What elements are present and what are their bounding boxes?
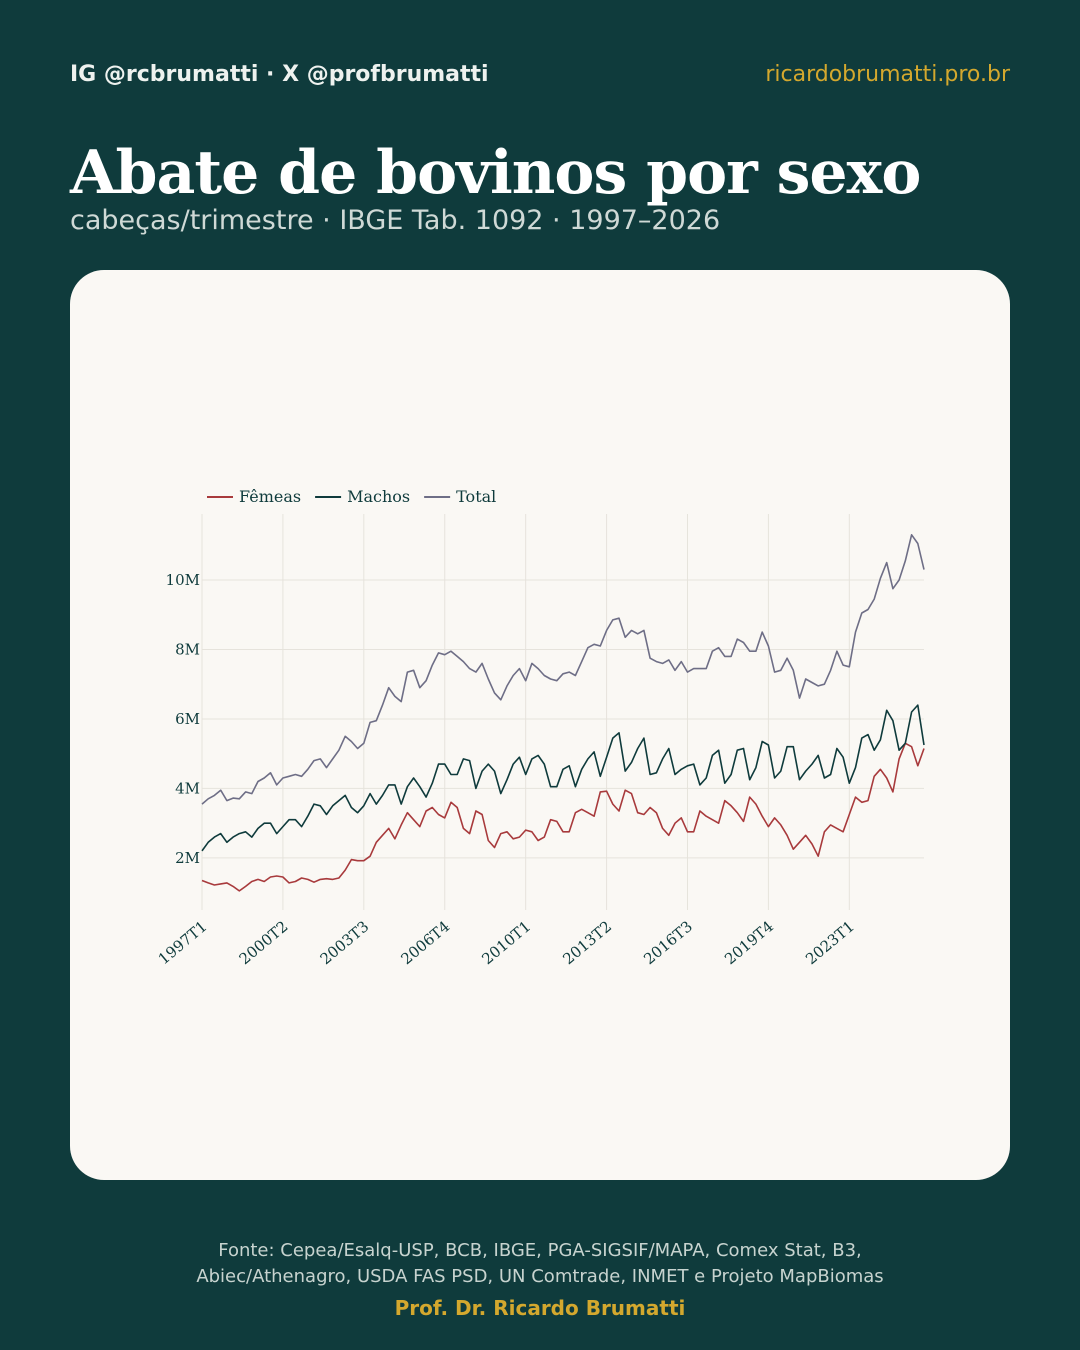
y-tick-label: 10M (166, 571, 200, 589)
x-axis: 1997T1 2000T2 2003T3 2006T4 2010T1 2013T2 2016… (155, 917, 858, 968)
line-chart: Fêmeas Machos Total 2M 4M 6M 8M 10M 1997T1 2000… (155, 487, 925, 968)
page-subtitle: cabeças/trimestre · IBGE Tab. 1092 · 199… (70, 205, 721, 236)
social-handles: IG @rcbrumatti · X @profbrumatti (70, 62, 489, 87)
x-tick-label: 2013T2 (559, 917, 615, 968)
source-line-2: Abiec/Athenagro, USDA FAS PSD, UN Comtra… (196, 1266, 884, 1287)
source-note: Fonte: Cepea/Esalq-USP, BCB, IBGE, PGA-S… (0, 1238, 1080, 1290)
y-axis: 2M 4M 6M 8M 10M (166, 571, 200, 867)
x-tick-label: 2006T4 (398, 917, 454, 968)
x-tick-label: 1997T1 (155, 917, 211, 968)
chart-card: Fêmeas Machos Total 2M 4M 6M 8M 10M 1997T1 2000… (70, 270, 1010, 1180)
y-tick-label: 6M (175, 710, 200, 728)
grid (201, 514, 924, 910)
legend-label: Total (456, 487, 496, 506)
legend-label: Machos (347, 487, 410, 506)
source-line-1: Fonte: Cepea/Esalq-USP, BCB, IBGE, PGA-S… (218, 1240, 862, 1261)
x-tick-label: 2019T4 (721, 917, 777, 968)
website-link[interactable]: ricardobrumatti.pro.br (765, 62, 1010, 87)
legend: Fêmeas Machos Total (207, 487, 496, 506)
x-tick-label: 2000T2 (236, 917, 292, 968)
legend-label: Fêmeas (239, 487, 301, 506)
y-tick-label: 2M (175, 849, 200, 867)
x-tick-label: 2016T3 (640, 917, 696, 968)
series-line-machos (201, 704, 925, 852)
y-tick-label: 4M (175, 779, 200, 797)
x-tick-label: 2003T3 (317, 917, 373, 968)
x-tick-label: 2023T1 (802, 917, 858, 968)
page-title: Abate de bovinos por sexo (70, 138, 921, 208)
author-credit: Prof. Dr. Ricardo Brumatti (394, 1296, 686, 1320)
series-lines (201, 534, 925, 892)
series-line-total (201, 534, 925, 805)
series-line-fêmeas (201, 742, 925, 892)
y-tick-label: 8M (175, 640, 200, 658)
x-tick-label: 2010T1 (478, 917, 534, 968)
